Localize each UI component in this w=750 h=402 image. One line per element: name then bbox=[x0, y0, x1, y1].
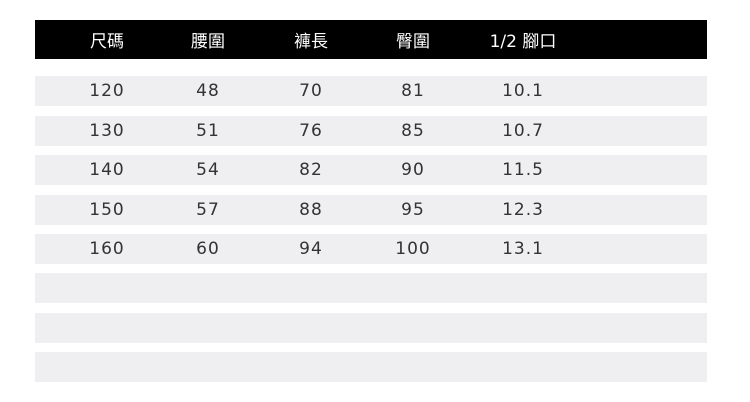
table-cell bbox=[358, 313, 468, 343]
table-cell: 70 bbox=[299, 81, 323, 101]
table-cell bbox=[468, 352, 578, 382]
table-cell: 12.3 bbox=[502, 200, 544, 220]
table-cell bbox=[153, 352, 263, 382]
table-cell bbox=[52, 352, 162, 382]
table-row bbox=[35, 352, 707, 382]
table-cell: 130 bbox=[89, 121, 125, 141]
table-row: 130 51 76 85 10.7 bbox=[35, 116, 707, 146]
table-cell bbox=[358, 352, 468, 382]
table-cell: 48 bbox=[196, 81, 220, 101]
header-half-hem: 1/2 腳口 bbox=[489, 32, 557, 52]
table-cell: 95 bbox=[401, 200, 425, 220]
table-cell bbox=[153, 313, 263, 343]
table-row bbox=[35, 313, 707, 343]
table-cell: 160 bbox=[89, 239, 125, 259]
table-cell bbox=[256, 313, 366, 343]
table-row bbox=[35, 273, 707, 303]
table-row: 140 54 82 90 11.5 bbox=[35, 155, 707, 185]
table-cell: 88 bbox=[299, 200, 323, 220]
table-cell: 51 bbox=[196, 121, 220, 141]
table-cell: 140 bbox=[89, 160, 125, 180]
table-cell: 120 bbox=[89, 81, 125, 101]
table-header: 尺碼 腰圍 褲長 臀圍 1/2 腳口 bbox=[35, 20, 707, 59]
table-cell bbox=[153, 273, 263, 303]
table-cell bbox=[52, 313, 162, 343]
table-cell: 94 bbox=[299, 239, 323, 259]
header-length: 褲長 bbox=[294, 32, 328, 52]
table-cell: 10.1 bbox=[502, 81, 544, 101]
table-cell: 85 bbox=[401, 121, 425, 141]
table-cell bbox=[358, 273, 468, 303]
table-cell: 150 bbox=[89, 200, 125, 220]
table-cell: 11.5 bbox=[502, 160, 544, 180]
table-row: 150 57 88 95 12.3 bbox=[35, 195, 707, 225]
table-cell bbox=[468, 313, 578, 343]
table-cell: 76 bbox=[299, 121, 323, 141]
table-row: 160 60 94 100 13.1 bbox=[35, 234, 707, 264]
table-cell: 13.1 bbox=[502, 239, 544, 259]
table-row: 120 48 70 81 10.1 bbox=[35, 76, 707, 106]
table-cell: 100 bbox=[395, 239, 431, 259]
header-waist: 腰圍 bbox=[191, 32, 225, 52]
table-cell bbox=[256, 352, 366, 382]
header-size: 尺碼 bbox=[90, 32, 124, 52]
table-cell: 57 bbox=[196, 200, 220, 220]
table-cell: 90 bbox=[401, 160, 425, 180]
header-hip: 臀圍 bbox=[396, 32, 430, 52]
table-cell: 54 bbox=[196, 160, 220, 180]
table-cell: 60 bbox=[196, 239, 220, 259]
table-cell: 82 bbox=[299, 160, 323, 180]
table-cell: 81 bbox=[401, 81, 425, 101]
table-cell bbox=[256, 273, 366, 303]
table-cell bbox=[468, 273, 578, 303]
table-cell: 10.7 bbox=[502, 121, 544, 141]
table-cell bbox=[52, 273, 162, 303]
